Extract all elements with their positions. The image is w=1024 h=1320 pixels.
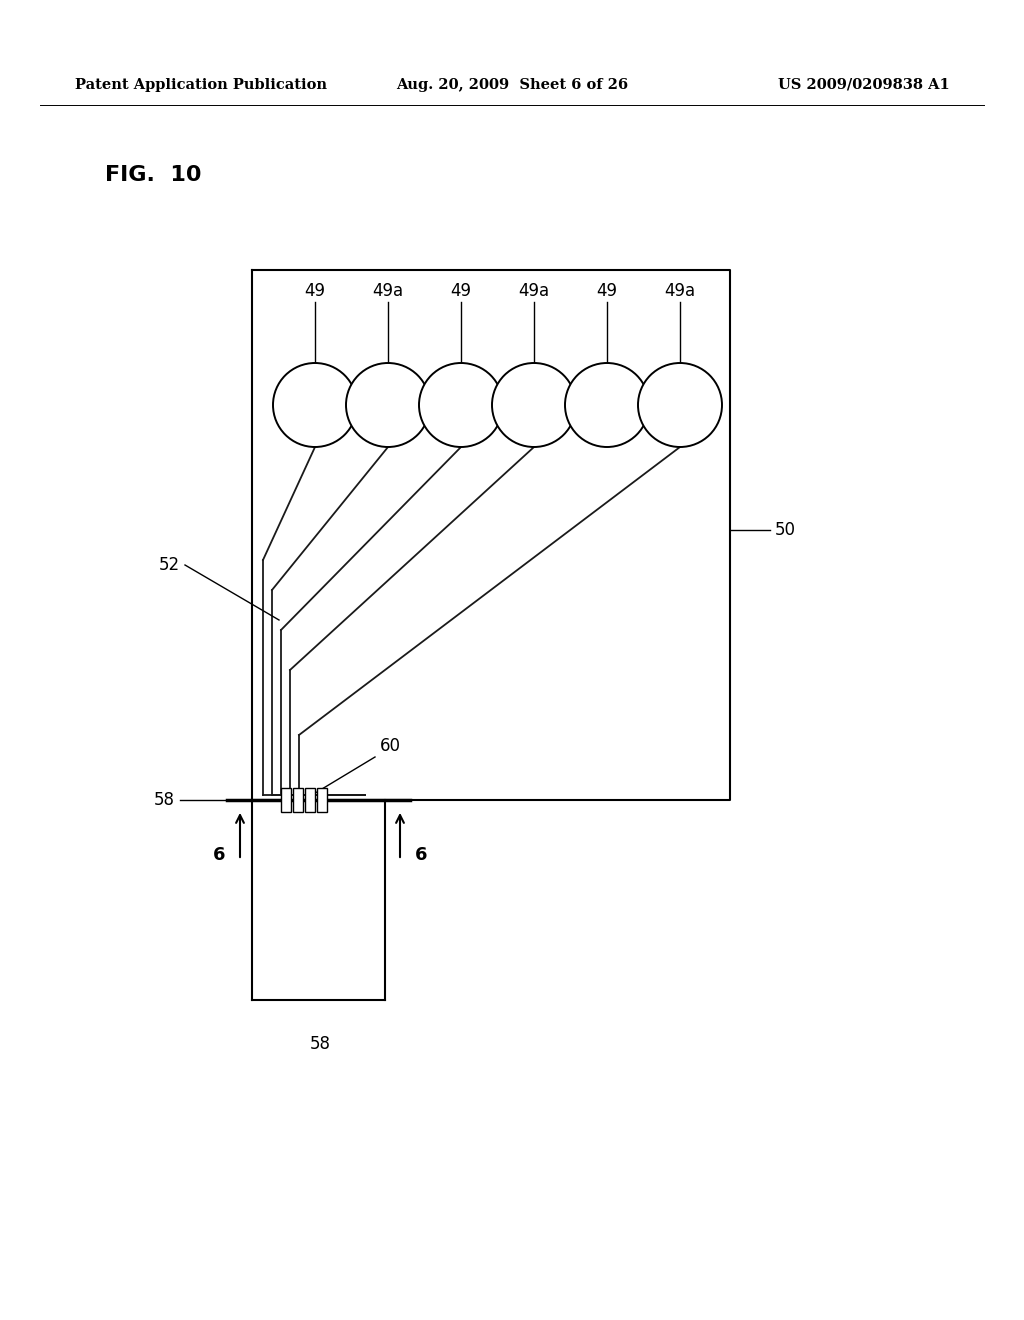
- Bar: [293, 788, 303, 812]
- Text: 60: 60: [380, 737, 401, 755]
- Text: 58: 58: [154, 791, 175, 809]
- Text: 52: 52: [159, 556, 180, 574]
- Text: 49: 49: [304, 282, 326, 300]
- Circle shape: [492, 363, 575, 447]
- Circle shape: [419, 363, 503, 447]
- Circle shape: [638, 363, 722, 447]
- Bar: [281, 788, 291, 812]
- Text: Aug. 20, 2009  Sheet 6 of 26: Aug. 20, 2009 Sheet 6 of 26: [396, 78, 628, 92]
- Text: FIG.  10: FIG. 10: [105, 165, 202, 185]
- Text: 49a: 49a: [373, 282, 403, 300]
- Text: 6: 6: [415, 846, 427, 865]
- Bar: [317, 788, 327, 812]
- Circle shape: [346, 363, 430, 447]
- Bar: [305, 788, 315, 812]
- Text: US 2009/0209838 A1: US 2009/0209838 A1: [778, 78, 950, 92]
- Circle shape: [273, 363, 357, 447]
- Text: 58: 58: [309, 1035, 331, 1053]
- Text: 49a: 49a: [665, 282, 695, 300]
- Text: 50: 50: [775, 521, 796, 539]
- Text: 49: 49: [451, 282, 471, 300]
- Text: 49: 49: [597, 282, 617, 300]
- Text: 49a: 49a: [518, 282, 550, 300]
- Text: Patent Application Publication: Patent Application Publication: [75, 78, 327, 92]
- Circle shape: [565, 363, 649, 447]
- Text: 6: 6: [213, 846, 225, 865]
